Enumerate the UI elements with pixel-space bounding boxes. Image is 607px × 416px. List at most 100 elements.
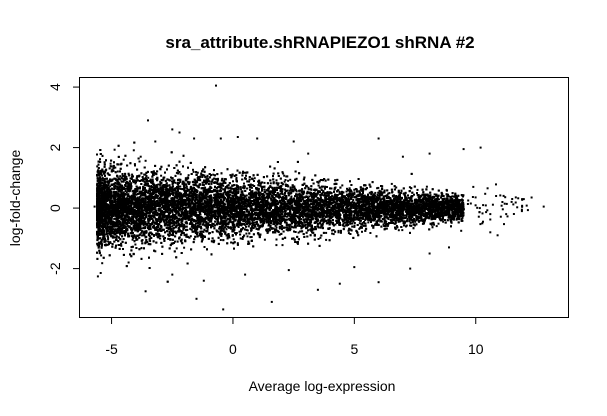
- data-point: [426, 214, 429, 217]
- data-point: [96, 275, 99, 278]
- data-point: [368, 191, 371, 194]
- data-point: [212, 225, 215, 228]
- data-point: [169, 221, 172, 224]
- data-point: [383, 213, 386, 216]
- data-point: [437, 222, 440, 225]
- data-point: [114, 196, 117, 199]
- data-point: [137, 217, 140, 220]
- data-point: [171, 218, 174, 221]
- data-point: [337, 231, 340, 234]
- data-point: [155, 232, 158, 235]
- data-point: [263, 181, 266, 184]
- data-point: [175, 247, 178, 250]
- data-point: [229, 174, 232, 177]
- data-point: [168, 184, 171, 187]
- data-point: [96, 153, 98, 156]
- data-point: [166, 205, 169, 208]
- data-point: [109, 188, 112, 191]
- data-point: [106, 243, 109, 246]
- data-point: [163, 212, 166, 215]
- data-point: [291, 204, 294, 207]
- data-point: [297, 231, 300, 234]
- data-point: [346, 187, 348, 190]
- data-point: [107, 236, 110, 239]
- data-point: [160, 174, 163, 177]
- data-point: [174, 240, 176, 243]
- data-point: [352, 216, 355, 219]
- data-point: [139, 194, 142, 197]
- data-point: [219, 239, 222, 241]
- data-point: [219, 231, 222, 234]
- data-point: [393, 200, 396, 203]
- data-point: [273, 193, 275, 196]
- data-point: [159, 180, 162, 183]
- data-point: [306, 225, 309, 228]
- data-point: [154, 250, 157, 253]
- data-point: [167, 178, 170, 181]
- data-point: [193, 181, 196, 184]
- data-point: [387, 192, 390, 195]
- data-point: [177, 198, 180, 201]
- data-point: [152, 188, 155, 191]
- data-point: [171, 211, 174, 214]
- data-point: [289, 178, 292, 181]
- data-point: [142, 224, 145, 226]
- data-point: [130, 182, 133, 185]
- data-point: [114, 214, 117, 217]
- data-point: [413, 219, 416, 222]
- data-point: [96, 242, 99, 245]
- data-point: [243, 182, 245, 185]
- data-point: [299, 212, 302, 214]
- data-point: [413, 193, 415, 196]
- data-point: [290, 195, 293, 198]
- data-point: [96, 165, 99, 168]
- data-point: [331, 232, 334, 235]
- data-point: [421, 222, 424, 225]
- data-point: [153, 224, 155, 227]
- data-point: [428, 215, 431, 218]
- data-point: [438, 198, 440, 201]
- data-point: [276, 214, 278, 217]
- data-point: [281, 244, 284, 247]
- data-point: [121, 173, 124, 175]
- data-point: [171, 180, 173, 183]
- data-point: [132, 149, 135, 152]
- data-point: [201, 181, 204, 184]
- data-point: [353, 188, 356, 191]
- data-point: [252, 227, 255, 230]
- data-point: [198, 193, 201, 196]
- data-point: [264, 218, 266, 221]
- data-point: [287, 194, 290, 197]
- data-point: [225, 200, 228, 203]
- data-point: [430, 223, 433, 226]
- data-point: [288, 224, 291, 227]
- data-point: [232, 196, 235, 199]
- data-point: [321, 216, 324, 219]
- data-point: [112, 228, 115, 231]
- data-point: [101, 174, 104, 177]
- data-point: [278, 233, 281, 236]
- data-point: [239, 219, 242, 222]
- data-point: [433, 193, 436, 196]
- data-point: [325, 238, 328, 241]
- data-point: [283, 174, 286, 177]
- data-point: [203, 204, 206, 207]
- data-point: [405, 215, 408, 218]
- data-point: [216, 212, 219, 215]
- data-point: [302, 205, 304, 208]
- data-point: [179, 187, 182, 190]
- data-point: [348, 218, 351, 221]
- data-point: [101, 188, 104, 191]
- data-point: [222, 204, 225, 207]
- data-point: [107, 240, 110, 243]
- data-point: [284, 189, 287, 192]
- data-point: [125, 191, 128, 194]
- data-point: [320, 193, 323, 196]
- data-point: [166, 196, 169, 199]
- scatter-points: [93, 84, 545, 311]
- data-point: [306, 215, 309, 218]
- data-point: [364, 219, 367, 222]
- data-point: [143, 180, 146, 183]
- data-point: [416, 188, 419, 191]
- data-point: [204, 186, 207, 189]
